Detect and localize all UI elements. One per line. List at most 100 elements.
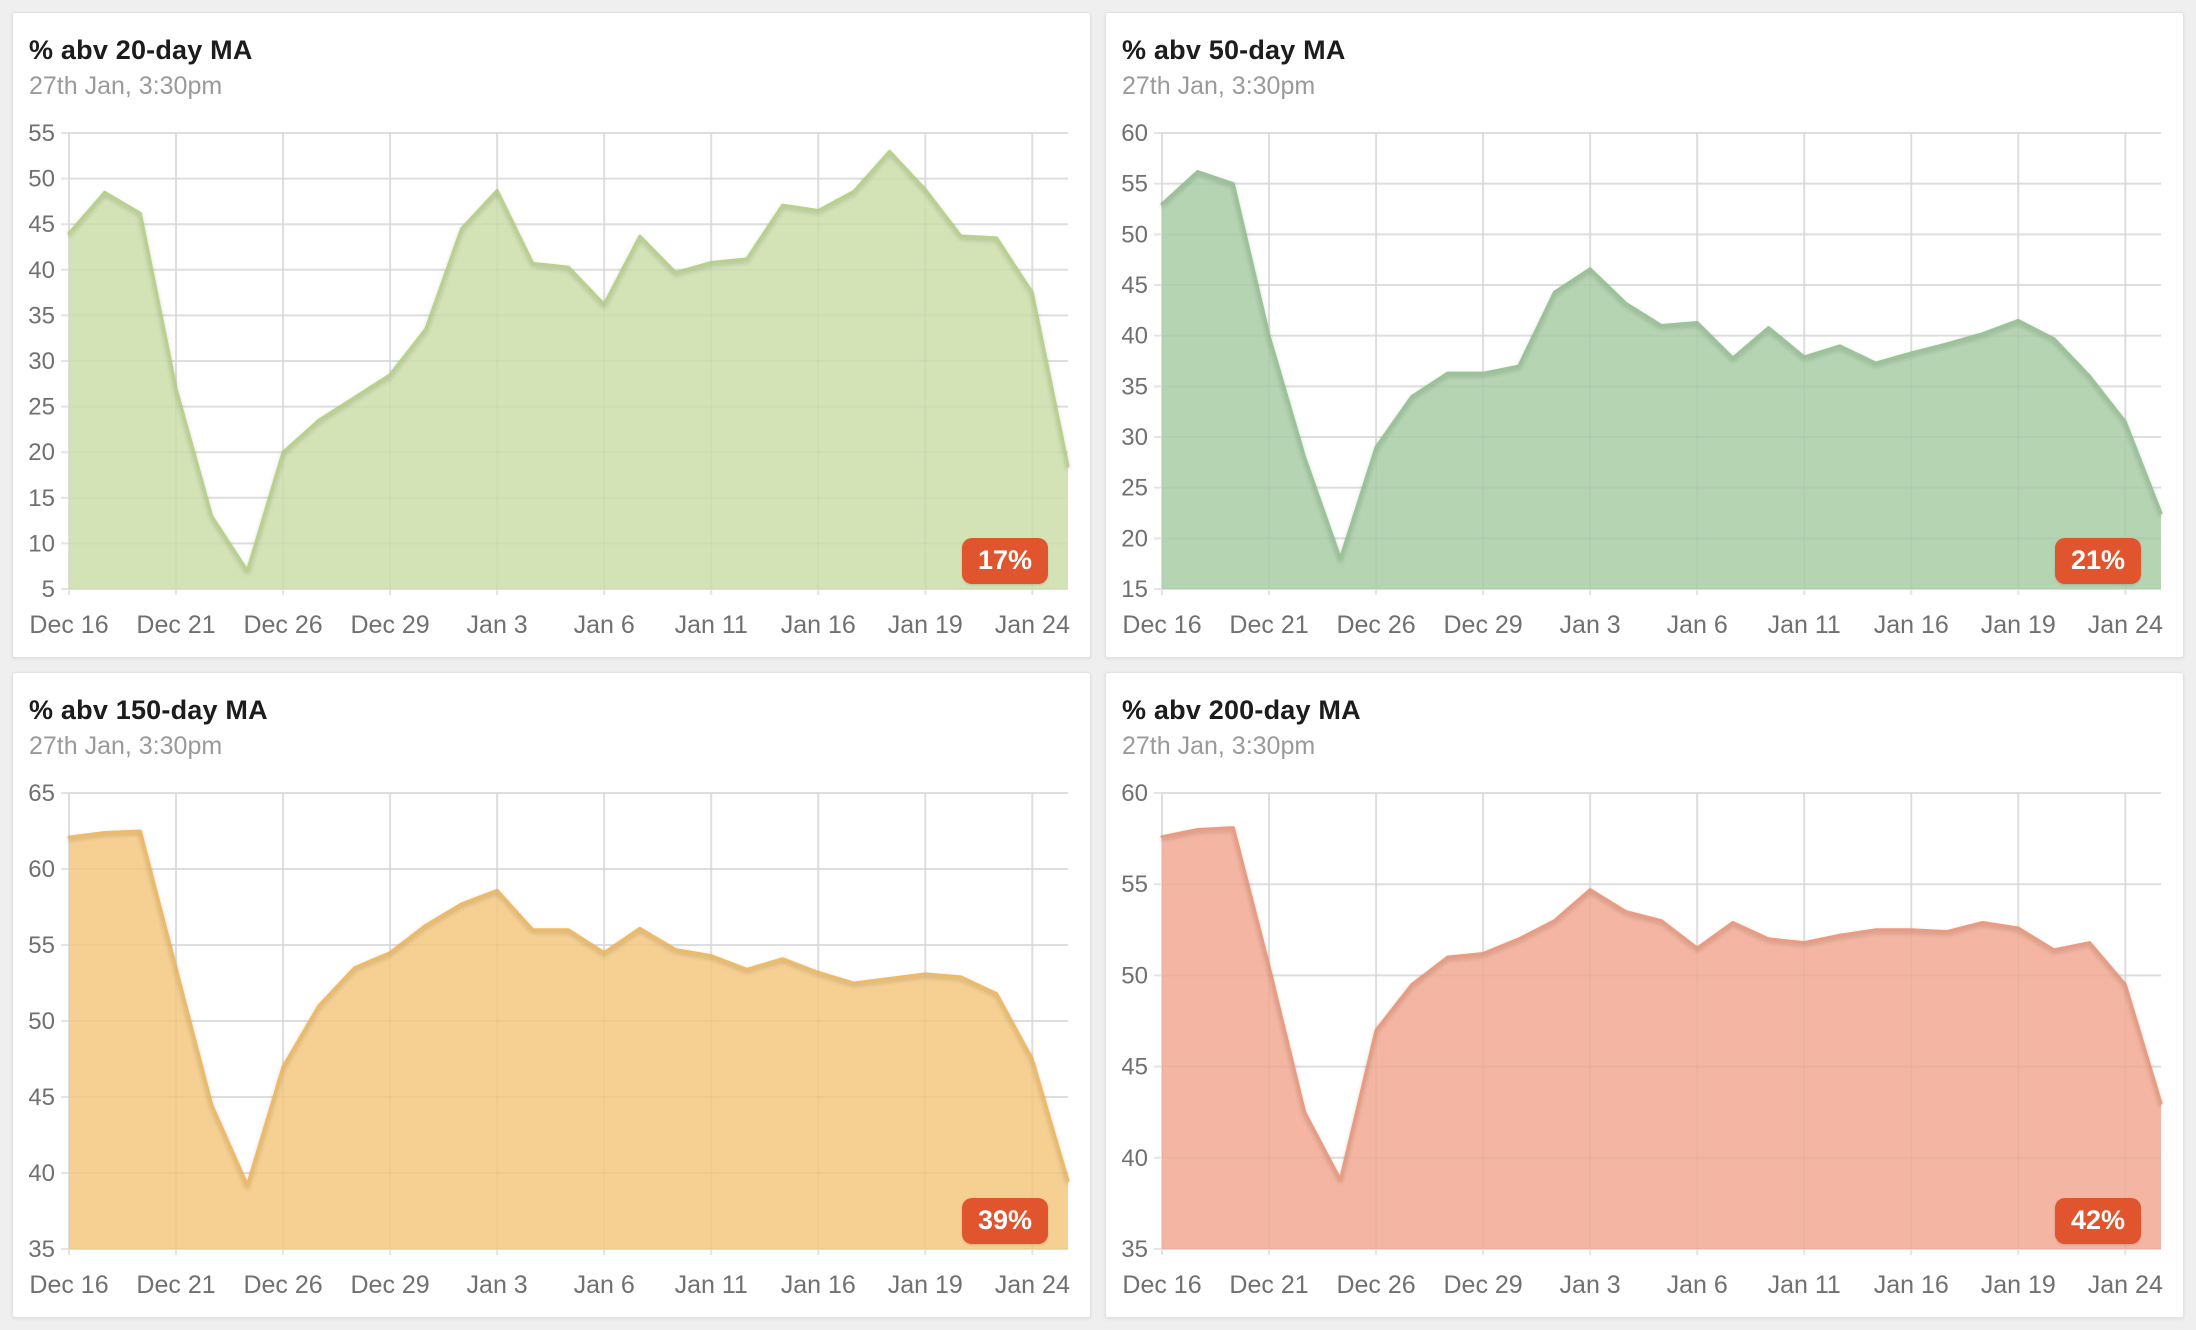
x-tick-label: Dec 21 bbox=[1229, 1271, 1308, 1299]
y-tick-label: 60 bbox=[1122, 120, 1148, 147]
area-fill bbox=[69, 151, 1068, 590]
area-fill bbox=[1162, 827, 2161, 1249]
grid-overlay bbox=[68, 132, 1068, 590]
y-tick-label: 35 bbox=[1122, 1236, 1148, 1263]
x-tick-label: Dec 29 bbox=[350, 611, 429, 639]
current-value-badge: 39% bbox=[961, 1198, 1048, 1244]
y-tick-label: 25 bbox=[29, 394, 55, 421]
y-tick-label: 20 bbox=[1122, 525, 1148, 552]
x-tick-label: Dec 26 bbox=[1336, 1271, 1415, 1299]
x-tick-label: Dec 21 bbox=[136, 1271, 215, 1299]
chart-title: % abv 50-day MA bbox=[1122, 35, 1346, 65]
chart-card-200day-ma: % abv 200-day MA 27th Jan, 3:30pm 35 40 45… bbox=[1105, 672, 2184, 1318]
y-tick-label: 10 bbox=[29, 530, 55, 557]
area-line bbox=[67, 149, 1070, 573]
x-tick-label: Dec 26 bbox=[243, 1271, 322, 1299]
area-line bbox=[1160, 826, 2163, 1182]
x-tick-label: Jan 19 bbox=[1981, 611, 2056, 639]
y-tick-label: 25 bbox=[1122, 475, 1148, 502]
chart-plot-area: 5 10 15 20 25 30 35 40 45 50 55 Dec 16 Dec 21 Dec 26 D… bbox=[29, 103, 1074, 648]
x-tick-label: Dec 26 bbox=[243, 611, 322, 639]
x-tick-label: Dec 29 bbox=[350, 1271, 429, 1299]
x-tick-label: Jan 19 bbox=[888, 1271, 963, 1299]
y-tick-label: 15 bbox=[29, 485, 55, 512]
area-line bbox=[1160, 170, 2163, 561]
x-tick-label: Jan 24 bbox=[2088, 1271, 2163, 1299]
chart-title: % abv 200-day MA bbox=[1122, 695, 1361, 725]
y-tick-label: 35 bbox=[29, 302, 55, 329]
y-tick-label: 40 bbox=[1122, 323, 1148, 350]
y-tick-label: 35 bbox=[1122, 373, 1148, 400]
chart-subtitle: 27th Jan, 3:30pm bbox=[1122, 732, 1316, 760]
y-tick-label: 55 bbox=[1122, 171, 1148, 198]
x-tick-label: Jan 6 bbox=[574, 1271, 635, 1299]
chart-subtitle: 27th Jan, 3:30pm bbox=[29, 72, 223, 100]
x-tick-label: Dec 16 bbox=[29, 1271, 108, 1299]
y-tick-label: 55 bbox=[29, 120, 55, 147]
y-tick-label: 65 bbox=[29, 780, 55, 807]
x-grid: Dec 16 Dec 21 Dec 26 Dec 29 Jan 3 Jan 6 Jan 11… bbox=[29, 133, 1070, 639]
x-tick-label: Jan 6 bbox=[1667, 611, 1728, 639]
y-tick-label: 50 bbox=[1122, 962, 1148, 989]
chart-card-50day-ma: % abv 50-day MA 27th Jan, 3:30pm 15 20 25 3… bbox=[1105, 12, 2184, 658]
y-tick-label: 50 bbox=[29, 166, 55, 193]
x-tick-label: Dec 16 bbox=[1122, 611, 1201, 639]
y-tick-label: 55 bbox=[29, 932, 55, 959]
x-tick-label: Dec 26 bbox=[1336, 611, 1415, 639]
chart-plot-area: 35 40 45 50 55 60 Dec 16 Dec 21 Dec 26 Dec 29 Jan … bbox=[1122, 763, 2167, 1308]
chart-subtitle: 27th Jan, 3:30pm bbox=[29, 732, 223, 760]
x-tick-label: Jan 6 bbox=[574, 611, 635, 639]
chart-card-150day-ma: % abv 150-day MA 27th Jan, 3:30pm 35 40 45… bbox=[12, 672, 1091, 1318]
x-tick-label: Jan 3 bbox=[1560, 1271, 1621, 1299]
x-tick-label: Jan 19 bbox=[1981, 1271, 2056, 1299]
current-value-badge: 17% bbox=[961, 538, 1048, 584]
chart-title: % abv 20-day MA bbox=[29, 35, 253, 65]
x-tick-label: Jan 24 bbox=[995, 1271, 1070, 1299]
area-chart-svg: 35 40 45 50 55 60 65 Dec 16 Dec 21 Dec 26 Dec 29 Ja… bbox=[29, 780, 1070, 1299]
y-tick-label: 40 bbox=[1122, 1145, 1148, 1172]
chart-plot-area: 35 40 45 50 55 60 65 Dec 16 Dec 21 Dec 26 Dec 29 Ja… bbox=[29, 763, 1074, 1308]
y-tick-label: 60 bbox=[1122, 780, 1148, 807]
y-tick-label: 60 bbox=[29, 856, 55, 883]
y-tick-label: 50 bbox=[29, 1008, 55, 1035]
x-tick-label: Dec 29 bbox=[1443, 1271, 1522, 1299]
y-tick-label: 35 bbox=[29, 1236, 55, 1263]
y-tick-label: 45 bbox=[1122, 1054, 1148, 1081]
x-tick-label: Dec 29 bbox=[1443, 611, 1522, 639]
x-tick-label: Jan 24 bbox=[995, 611, 1070, 639]
x-tick-label: Dec 21 bbox=[1229, 611, 1308, 639]
y-tick-label: 30 bbox=[1122, 424, 1148, 451]
x-tick-label: Jan 19 bbox=[888, 611, 963, 639]
x-tick-label: Jan 16 bbox=[1874, 611, 1949, 639]
x-tick-label: Jan 11 bbox=[675, 611, 748, 639]
y-tick-label: 40 bbox=[29, 257, 55, 284]
current-value-badge: 42% bbox=[2054, 1198, 2141, 1244]
chart-card-20day-ma: % abv 20-day MA 27th Jan, 3:30pm 5 10 15 20… bbox=[12, 12, 1091, 658]
grid-overlay bbox=[1161, 792, 2161, 1250]
x-tick-label: Jan 16 bbox=[781, 611, 856, 639]
chart-title: % abv 150-day MA bbox=[29, 695, 268, 725]
y-tick-label: 20 bbox=[29, 439, 55, 466]
grid-overlay bbox=[68, 792, 1068, 1250]
x-tick-label: Dec 21 bbox=[136, 611, 215, 639]
y-tick-label: 30 bbox=[29, 348, 55, 375]
x-tick-label: Jan 11 bbox=[675, 1271, 748, 1299]
x-tick-label: Dec 16 bbox=[1122, 1271, 1201, 1299]
x-tick-label: Jan 3 bbox=[1560, 611, 1621, 639]
x-tick-label: Jan 16 bbox=[1874, 1271, 1949, 1299]
x-tick-label: Jan 6 bbox=[1667, 1271, 1728, 1299]
area-fill bbox=[1162, 171, 2161, 590]
chart-plot-area: 15 20 25 30 35 40 45 50 55 60 Dec 16 Dec 21 Dec 26 De… bbox=[1122, 103, 2167, 648]
x-tick-label: Jan 3 bbox=[467, 1271, 528, 1299]
current-value-badge: 21% bbox=[2054, 538, 2141, 584]
x-tick-label: Dec 16 bbox=[29, 611, 108, 639]
y-tick-label: 15 bbox=[1122, 576, 1148, 603]
x-tick-label: Jan 16 bbox=[781, 1271, 856, 1299]
area-fill bbox=[69, 831, 1068, 1249]
area-chart-svg: 15 20 25 30 35 40 45 50 55 60 Dec 16 Dec 21 Dec 26 De… bbox=[1122, 120, 2163, 639]
chart-subtitle: 27th Jan, 3:30pm bbox=[1122, 72, 1316, 100]
x-tick-label: Jan 11 bbox=[1768, 1271, 1841, 1299]
x-tick-label: Jan 24 bbox=[2088, 611, 2163, 639]
